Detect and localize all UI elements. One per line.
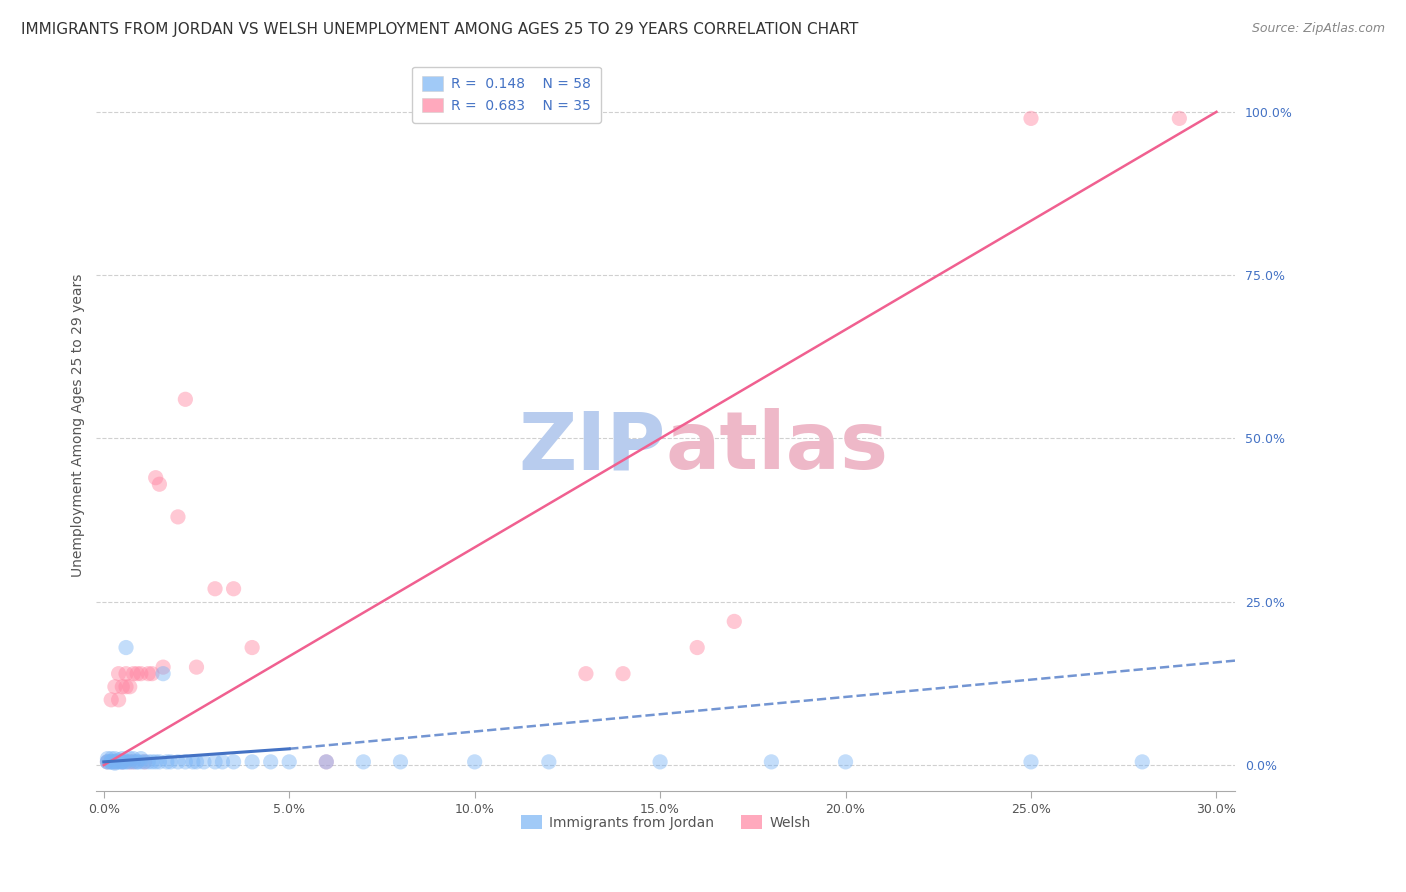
- Point: [122, 666, 145, 681]
- Point: [104, 756, 127, 771]
- Point: [100, 751, 122, 765]
- Point: [761, 755, 783, 769]
- Point: [193, 755, 215, 769]
- Text: Source: ZipAtlas.com: Source: ZipAtlas.com: [1251, 22, 1385, 36]
- Point: [100, 755, 122, 769]
- Point: [111, 755, 134, 769]
- Point: [118, 755, 141, 769]
- Point: [204, 755, 226, 769]
- Point: [115, 680, 138, 694]
- Point: [104, 755, 127, 769]
- Point: [134, 755, 156, 769]
- Point: [129, 751, 152, 765]
- Point: [389, 755, 412, 769]
- Point: [537, 755, 560, 769]
- Point: [834, 755, 856, 769]
- Text: atlas: atlas: [665, 409, 889, 486]
- Point: [104, 680, 127, 694]
- Point: [115, 666, 138, 681]
- Point: [1168, 112, 1191, 126]
- Text: ZIP: ZIP: [519, 409, 665, 486]
- Point: [723, 615, 745, 629]
- Point: [152, 666, 174, 681]
- Point: [222, 582, 245, 596]
- Point: [352, 755, 374, 769]
- Point: [96, 755, 118, 769]
- Point: [136, 755, 159, 769]
- Point: [122, 755, 145, 769]
- Point: [156, 755, 179, 769]
- Point: [100, 755, 122, 769]
- Point: [167, 755, 190, 769]
- Point: [118, 755, 141, 769]
- Point: [104, 755, 127, 769]
- Point: [145, 471, 167, 485]
- Point: [240, 640, 263, 655]
- Point: [107, 666, 129, 681]
- Point: [186, 660, 208, 674]
- Point: [107, 755, 129, 769]
- Point: [167, 509, 190, 524]
- Point: [118, 751, 141, 765]
- Point: [612, 666, 634, 681]
- Point: [96, 751, 118, 765]
- Point: [222, 755, 245, 769]
- Point: [111, 755, 134, 769]
- Point: [148, 755, 170, 769]
- Point: [686, 640, 709, 655]
- Point: [211, 755, 233, 769]
- Point: [134, 755, 156, 769]
- Point: [129, 666, 152, 681]
- Point: [129, 755, 152, 769]
- Point: [104, 751, 127, 765]
- Point: [204, 582, 226, 596]
- Point: [141, 666, 163, 681]
- Y-axis label: Unemployment Among Ages 25 to 29 years: Unemployment Among Ages 25 to 29 years: [72, 274, 86, 577]
- Point: [122, 755, 145, 769]
- Point: [1019, 112, 1042, 126]
- Point: [127, 755, 149, 769]
- Point: [145, 755, 167, 769]
- Point: [278, 755, 301, 769]
- Point: [111, 680, 134, 694]
- Point: [174, 755, 197, 769]
- Point: [240, 755, 263, 769]
- Point: [96, 755, 118, 769]
- Point: [111, 755, 134, 769]
- Point: [1130, 755, 1153, 769]
- Point: [575, 666, 598, 681]
- Point: [315, 755, 337, 769]
- Point: [127, 666, 149, 681]
- Legend: Immigrants from Jordan, Welsh: Immigrants from Jordan, Welsh: [516, 810, 815, 836]
- Point: [100, 755, 122, 769]
- Point: [127, 755, 149, 769]
- Point: [118, 680, 141, 694]
- Point: [315, 755, 337, 769]
- Point: [648, 755, 671, 769]
- Point: [148, 477, 170, 491]
- Point: [1019, 755, 1042, 769]
- Point: [100, 693, 122, 707]
- Point: [136, 666, 159, 681]
- Point: [96, 755, 118, 769]
- Point: [181, 755, 204, 769]
- Point: [122, 751, 145, 765]
- Point: [141, 755, 163, 769]
- Point: [174, 392, 197, 407]
- Text: IMMIGRANTS FROM JORDAN VS WELSH UNEMPLOYMENT AMONG AGES 25 TO 29 YEARS CORRELATI: IMMIGRANTS FROM JORDAN VS WELSH UNEMPLOY…: [21, 22, 859, 37]
- Point: [115, 755, 138, 769]
- Point: [159, 755, 181, 769]
- Point: [107, 693, 129, 707]
- Point: [107, 753, 129, 767]
- Point: [186, 755, 208, 769]
- Point: [260, 755, 283, 769]
- Point: [115, 640, 138, 655]
- Point: [115, 755, 138, 769]
- Point: [111, 751, 134, 765]
- Point: [104, 755, 127, 769]
- Point: [152, 660, 174, 674]
- Point: [111, 755, 134, 769]
- Point: [107, 755, 129, 769]
- Point: [464, 755, 486, 769]
